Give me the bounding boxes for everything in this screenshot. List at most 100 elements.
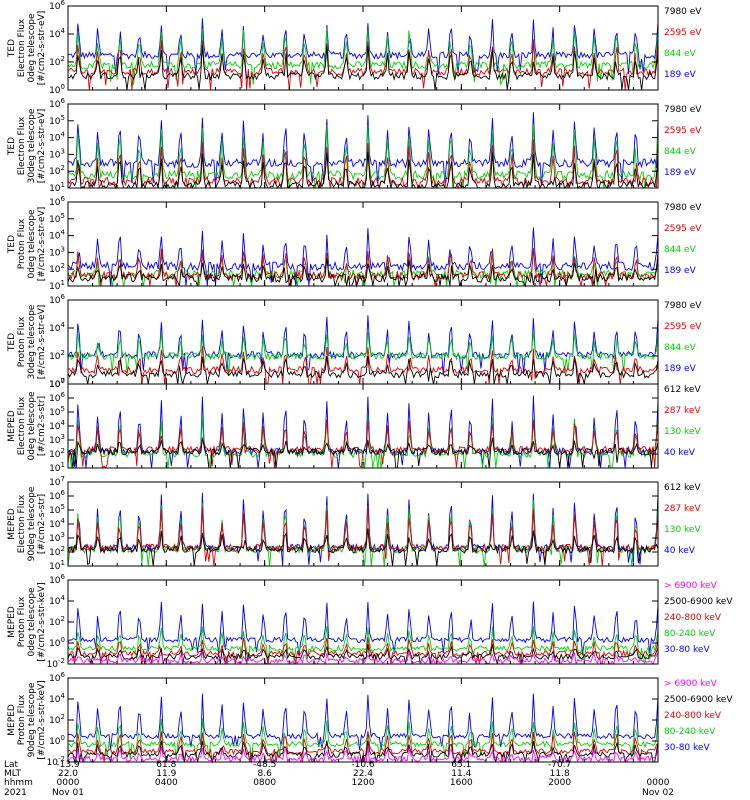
legend-entry: 189 eV [664,364,697,374]
y-tick-exponent: 4 [61,27,66,35]
series-line-red [67,346,659,385]
y-axis-label-line: 90deg telescope [27,682,37,757]
y-tick-label: 103 [49,531,65,544]
x-tick-label: Nov 01 [52,788,84,798]
y-tick-exponent: 0 [61,734,65,742]
y-tick-exponent: 0 [61,83,65,91]
legend-entry: 80-240 keV [664,727,716,737]
y-tick-label: 101 [49,461,65,474]
y-tick-label: 101 [49,279,65,292]
x-row-label: MLT [4,769,22,779]
legend-entry: 40 keV [664,448,696,458]
x-tick-label: 11.8 [550,769,570,779]
y-tick-exponent: 2 [61,55,65,63]
y-axis-label-line: [#/cm2-s-str-eV] [37,207,47,282]
y-axis-label-line: MEPED [7,704,17,736]
legend-entry: 7980 eV [664,7,702,17]
y-tick-label: 101 [49,181,65,194]
x-tick-label: -13.9 [56,760,80,770]
y-tick-exponent: 1 [61,461,65,469]
legend-entry: 612 keV [664,483,701,493]
series-line-green [67,718,659,760]
legend-entry: 7980 eV [664,203,702,213]
y-axis-label-line: Proton Flux [17,218,27,269]
x-tick-label: 0000 [57,778,80,788]
y-tick-exponent: 1 [61,279,65,287]
y-axis-label-line: [#/cm2-s-str-keV] [37,680,47,759]
y-axis-label-line: 0deg telescope [27,209,37,279]
series-line-blue [67,112,659,188]
series-line-black [67,45,659,91]
y-axis-label-line: Proton Flux [17,694,27,745]
y-tick-label: 100 [49,83,65,96]
y-tick-label: 104 [49,594,65,607]
y-tick-exponent: 2 [61,447,65,455]
y-tick-label: 104 [49,27,65,40]
series-line-black [67,528,659,567]
legend-entry: 30-80 keV [664,743,710,753]
y-tick-exponent: 3 [61,147,65,155]
y-axis-label-line: [#/cm2-s-str-eV] [37,11,47,86]
x-row-label: Lat [4,760,19,770]
y-axis-label: MEPED Proton Flux 0deg telescope [#/cm2-s-s… [7,582,47,661]
y-tick-exponent: 2 [61,615,65,623]
y-axis-label-line: MEPED [7,410,17,442]
legend-entry: 189 eV [664,70,697,80]
x-tick-label: -70.7 [548,760,571,770]
series-line-black [67,355,659,385]
y-axis-label: MEPED Electron Flux 0deg telescope [#/cm2-s… [7,391,47,461]
y-tick-label: 105 [49,212,65,225]
series-line-black [67,258,659,288]
legend-entry: 2595 eV [664,28,702,38]
y-tick-label: 10-2 [47,657,65,670]
x-tick-label: 22.4 [353,769,373,779]
y-tick-label: 106 [49,195,65,208]
y-tick-exponent: 6 [61,489,66,497]
y-axis-label: MEPED Proton Flux 90deg telescope [#/cm2-s-… [7,680,47,759]
series-line-green [67,415,659,469]
y-axis-label-line: [#/cm2-s-str-eV] [37,305,47,380]
y-tick-label: 105 [49,114,65,127]
y-tick-label: 104 [49,692,65,705]
legend-entry: 844 eV [664,343,697,353]
y-tick-label: 100 [49,734,65,747]
y-axis-label: TED Electron Flux 0deg telescope [#/cm2-s-s… [7,11,47,86]
y-tick-label: 104 [49,229,65,242]
y-axis-label-line: 0deg telescope [27,391,37,461]
y-axis-label-line: 90deg telescope [27,486,37,561]
y-tick-exponent: 6 [61,0,66,7]
y-tick-exponent: 4 [61,594,66,602]
y-tick-exponent: 2 [61,545,65,553]
y-tick-label: 107 [49,475,65,488]
y-tick-exponent: -2 [58,755,65,763]
y-tick-exponent: 3 [61,433,65,441]
y-tick-exponent: 6 [61,293,66,301]
y-axis-label-line: 30deg telescope [27,108,37,183]
series-line-red [67,506,659,567]
y-tick-exponent: 4 [61,517,66,525]
y-tick-exponent: 5 [61,405,65,413]
x-tick-label: 8.6 [258,769,273,779]
series-line-green [67,330,659,376]
x-tick-label: 61.8 [156,760,176,770]
y-axis-label: TED Proton Flux 30deg telescope [#/cm2-s-st… [7,304,47,379]
y-tick-exponent: 0 [61,377,65,385]
y-tick-label: 106 [49,0,65,12]
y-tick-exponent: 2 [61,262,65,270]
y-tick-label: 102 [49,349,65,362]
series-line-red [67,637,659,665]
y-tick-exponent: 0 [61,636,65,644]
x-tick-label: 0000 [647,778,670,788]
legend-entry: 844 eV [664,245,697,255]
y-axis-label-line: MEPED [7,606,17,638]
legend-entry: 80-240 keV [664,629,716,639]
y-axis-label-line: [#/cm2-s-str] [37,396,47,456]
x-tick-label: 2000 [548,778,571,788]
x-tick-label: 65.1 [451,760,471,770]
y-axis-label-line: [#/cm2-s-str-keV] [37,582,47,661]
legend-entry: 2500-6900 keV [664,695,733,705]
